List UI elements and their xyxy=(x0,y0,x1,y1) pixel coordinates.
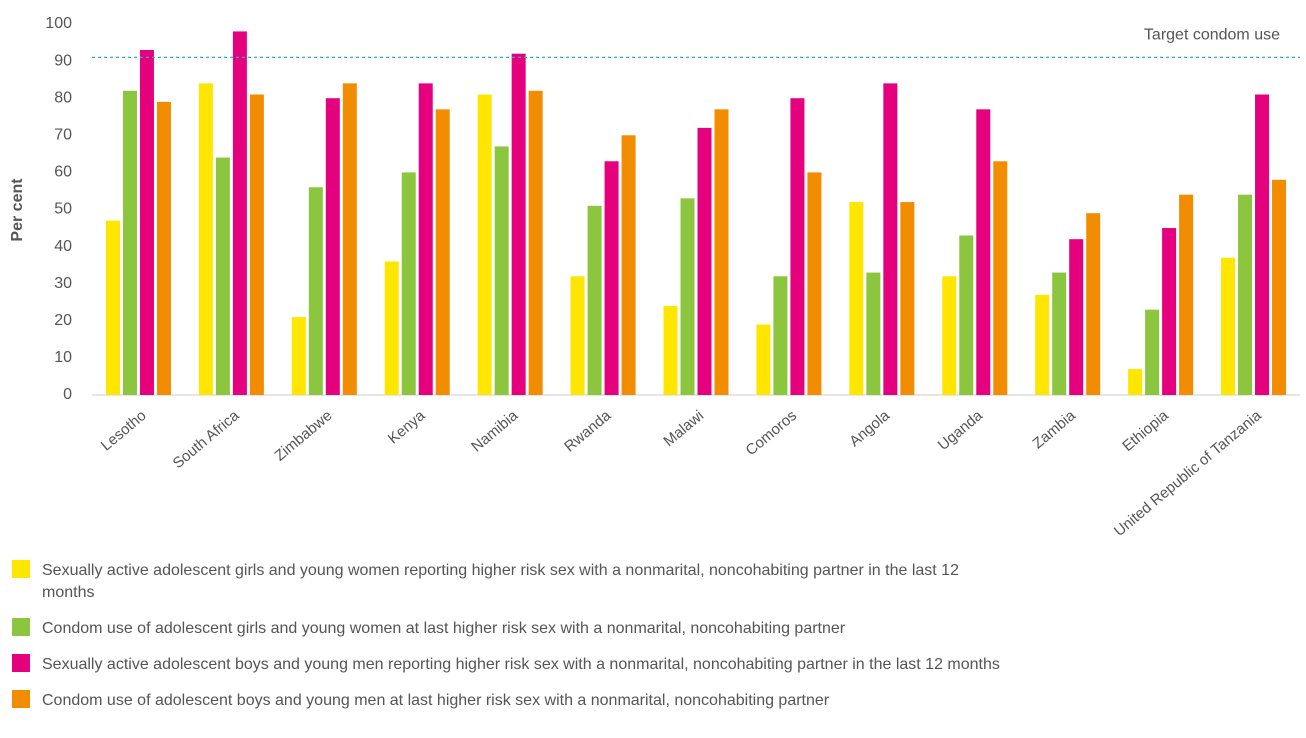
bar xyxy=(1035,294,1050,395)
bar xyxy=(604,161,619,395)
bar xyxy=(308,187,323,395)
y-tick-label: 60 xyxy=(54,164,72,181)
bar xyxy=(849,202,864,395)
y-axis-title: Per cent xyxy=(9,178,26,242)
bar xyxy=(232,31,247,395)
bar xyxy=(959,235,974,395)
x-tick-label: Comoros xyxy=(742,407,800,459)
bar xyxy=(976,109,991,395)
bar xyxy=(1272,179,1287,395)
bar xyxy=(1128,369,1143,395)
y-tick-label: 50 xyxy=(54,201,72,218)
x-tick-label: Malawi xyxy=(660,407,707,450)
bar xyxy=(680,198,695,395)
y-tick-label: 90 xyxy=(54,52,72,69)
bar xyxy=(156,101,171,395)
bar xyxy=(384,261,399,395)
bar xyxy=(325,98,340,395)
bar xyxy=(1086,213,1101,395)
bar xyxy=(866,272,881,395)
y-tick-label: 0 xyxy=(63,386,72,403)
y-tick-label: 100 xyxy=(45,15,72,32)
bar xyxy=(291,317,306,395)
bar xyxy=(215,157,230,395)
bar xyxy=(570,276,585,395)
x-tick-label: Angola xyxy=(846,407,893,450)
bar xyxy=(773,276,788,395)
bar xyxy=(1069,239,1084,395)
bar xyxy=(587,205,602,395)
y-tick-label: 30 xyxy=(54,275,72,292)
target-label: Target condom use xyxy=(1144,27,1280,44)
chart: Per cent 0 10 20 30 40 50 60 70 80 90 100 Lesotho So… xyxy=(9,15,1300,540)
x-tick-label: Ethiopia xyxy=(1119,407,1172,455)
bar xyxy=(714,109,729,395)
x-tick-label: Kenya xyxy=(385,407,429,448)
bar xyxy=(621,135,636,396)
legend-label: Condom use of adolescent girls and young… xyxy=(42,620,846,637)
bar xyxy=(1179,194,1194,395)
x-tick-label: Zambia xyxy=(1030,407,1080,453)
legend-item: Sexually active adolescent boys and youn… xyxy=(12,654,1306,676)
bar xyxy=(122,90,137,395)
x-tick-label: Uganda xyxy=(935,407,987,454)
x-tick-label: United Republic of Tanzania xyxy=(1111,407,1265,540)
bar xyxy=(993,161,1008,395)
bar xyxy=(528,90,543,395)
x-tick-label: Zimbabwe xyxy=(271,407,335,465)
bar xyxy=(342,83,357,396)
x-tick-label: Rwanda xyxy=(561,407,615,456)
bar xyxy=(418,83,433,396)
bar xyxy=(139,49,154,395)
bar xyxy=(105,220,120,395)
bar xyxy=(1221,257,1236,395)
bar xyxy=(198,83,213,396)
x-tick-label: Lesotho xyxy=(98,407,150,454)
bar xyxy=(1255,94,1270,396)
legend-item: Sexually active adolescent girls and you… xyxy=(12,560,1306,604)
y-tick-label: 10 xyxy=(54,349,72,366)
bar xyxy=(249,94,264,396)
y-tick-label: 20 xyxy=(54,312,72,329)
legend-label: Sexually active adolescent girls and you… xyxy=(42,562,959,601)
bar xyxy=(942,276,957,395)
bar xyxy=(511,53,526,396)
legend-label: Condom use of adolescent boys and young … xyxy=(42,692,830,709)
bar xyxy=(435,109,450,395)
bar xyxy=(663,305,678,395)
legend-swatch xyxy=(12,560,30,578)
x-tick-label: Namibia xyxy=(468,407,522,456)
bar xyxy=(1238,194,1253,395)
legend: Sexually active adolescent girls and you… xyxy=(12,560,1306,726)
legend-item: Condom use of adolescent boys and young … xyxy=(12,690,1306,712)
bar xyxy=(756,324,771,395)
legend-label: Sexually active adolescent boys and youn… xyxy=(42,656,1000,673)
bar xyxy=(900,202,915,395)
y-tick-label: 70 xyxy=(54,127,72,144)
legend-item: Condom use of adolescent girls and young… xyxy=(12,618,1306,640)
legend-swatch xyxy=(12,618,30,636)
y-tick-label: 80 xyxy=(54,89,72,106)
bar xyxy=(1162,228,1177,395)
bar xyxy=(883,83,898,396)
legend-swatch xyxy=(12,654,30,672)
x-tick-label: South Africa xyxy=(170,407,243,472)
bar xyxy=(1145,309,1160,395)
y-tick-label: 40 xyxy=(54,238,72,255)
bar xyxy=(697,127,712,395)
bar xyxy=(1052,272,1067,395)
bar xyxy=(477,94,492,396)
bar xyxy=(401,172,416,395)
bar xyxy=(807,172,822,395)
bar xyxy=(790,98,805,395)
legend-swatch xyxy=(12,690,30,708)
bar xyxy=(494,146,509,395)
